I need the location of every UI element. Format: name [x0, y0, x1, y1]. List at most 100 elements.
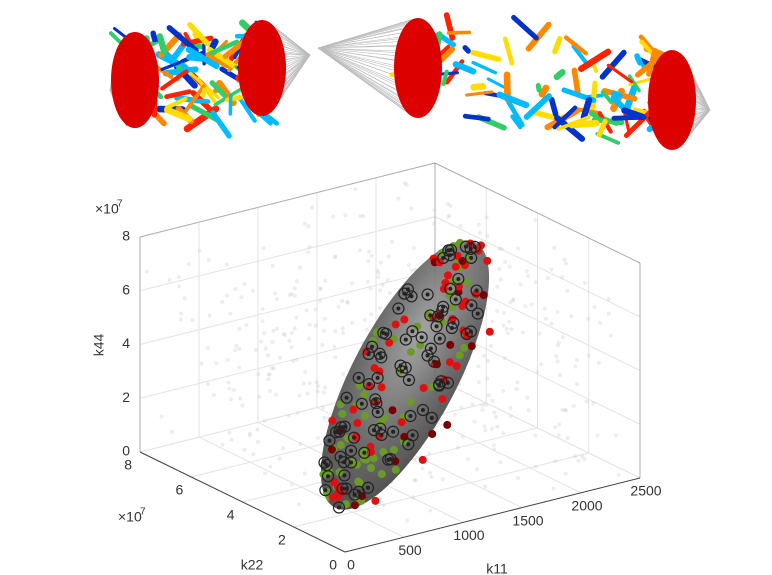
background-point: [529, 302, 534, 307]
circled-point-core: [409, 294, 414, 299]
green-point: [456, 238, 465, 247]
background-point: [484, 402, 489, 407]
circled-point-core: [451, 320, 456, 325]
circled-point: [365, 340, 379, 353]
strut: [452, 61, 477, 75]
cone-line: [691, 77, 711, 111]
background-point: [502, 355, 507, 360]
background-point: [255, 427, 260, 432]
strut: [578, 48, 612, 73]
circled-point-core: [399, 369, 404, 374]
circled-point-core: [406, 378, 411, 383]
green-point: [377, 469, 386, 478]
background-point: [233, 348, 238, 353]
background-point: [564, 261, 569, 266]
circled-point-core: [410, 329, 415, 334]
background-point: [320, 342, 325, 347]
circled-point: [392, 302, 405, 315]
k11-axis-title: k11: [486, 561, 508, 575]
background-point: [573, 364, 578, 369]
background-point: [472, 419, 477, 424]
background-point: [544, 316, 549, 321]
background-point: [608, 333, 613, 338]
background-point: [483, 428, 488, 433]
background-point: [294, 315, 299, 320]
background-point: [220, 299, 225, 304]
red-point: [328, 416, 337, 425]
background-point: [289, 331, 294, 336]
background-point: [283, 333, 288, 338]
red-point: [445, 358, 454, 367]
red-point: [446, 340, 455, 349]
background-point: [197, 248, 202, 253]
green-point: [406, 347, 415, 356]
background-point: [358, 248, 363, 253]
background-point: [205, 345, 210, 350]
circled-point-core: [403, 337, 408, 342]
background-point: [563, 471, 568, 476]
background-point: [226, 380, 231, 385]
grid-line: [434, 162, 641, 264]
background-point: [270, 340, 275, 345]
background-point: [244, 322, 249, 327]
background-point: [490, 398, 495, 403]
circled-point-core: [469, 255, 474, 260]
end-cap: [394, 18, 442, 118]
background-point: [396, 196, 401, 201]
background-point: [606, 311, 611, 316]
background-point: [251, 452, 256, 457]
background-point: [260, 319, 265, 324]
background-point: [516, 475, 521, 480]
strut: [535, 82, 542, 93]
background-point: [313, 307, 318, 312]
cone-line: [279, 39, 311, 56]
strut: [192, 98, 211, 104]
background-point: [412, 478, 417, 483]
background-point: [510, 298, 515, 303]
background-point: [256, 439, 261, 444]
green-point: [360, 390, 369, 399]
red-point: [438, 394, 447, 403]
background-point: [302, 471, 307, 476]
circled-point: [452, 272, 465, 286]
red-point: [467, 342, 476, 351]
k22-tick-label: 8: [124, 457, 132, 473]
cone-line: [281, 45, 311, 56]
background-point: [533, 217, 538, 222]
background-point: [427, 470, 432, 475]
strut: [496, 91, 530, 109]
background-point: [369, 312, 374, 317]
background-point: [501, 431, 506, 436]
circled-point: [402, 373, 416, 387]
background-point: [521, 330, 526, 335]
background-point: [440, 477, 445, 482]
background-point: [262, 330, 267, 335]
background-point: [494, 414, 499, 419]
background-point: [387, 290, 392, 295]
background-point: [289, 345, 294, 350]
strut: [166, 25, 199, 54]
strut: [470, 82, 487, 91]
red-point: [451, 262, 460, 271]
background-point: [214, 361, 219, 366]
background-point: [511, 297, 516, 302]
background-point: [556, 340, 561, 345]
background-point: [402, 181, 407, 186]
background-point: [537, 331, 542, 336]
background-point: [447, 213, 452, 218]
background-point: [404, 182, 409, 187]
circled-point-core: [428, 313, 433, 318]
circled-point: [464, 325, 477, 338]
background-point: [495, 309, 500, 314]
background-point: [260, 307, 265, 312]
background-point: [405, 518, 410, 523]
background-point: [353, 187, 358, 192]
strut: [164, 96, 188, 111]
strut: [634, 54, 663, 78]
background-point: [428, 508, 433, 513]
circled-point: [441, 376, 454, 389]
background-point: [281, 446, 286, 451]
background-point: [206, 258, 211, 263]
strut: [538, 84, 550, 98]
